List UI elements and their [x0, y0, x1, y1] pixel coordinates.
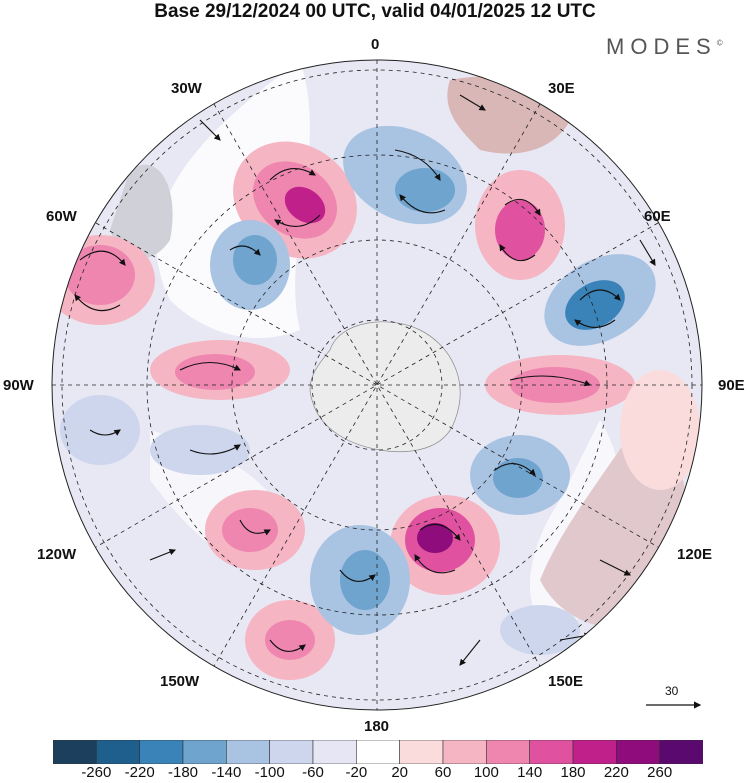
- map-border: [51, 59, 703, 711]
- wind-arrows: [74, 94, 656, 666]
- reference-vector-label: 30: [665, 684, 679, 698]
- colorbar-swatch: [182, 740, 227, 764]
- lon-label-120w: 120W: [37, 546, 77, 563]
- map-title: Base 29/12/2024 00 UTC, valid 04/01/2025…: [154, 1, 596, 22]
- lon-label-90w: 90W: [3, 377, 34, 394]
- positive-anomaly: [417, 523, 453, 553]
- colorbar-tick-label: -60: [302, 764, 324, 781]
- colorbar-tick-label: 20: [391, 764, 408, 781]
- colorbar-swatch: [442, 740, 487, 764]
- brand-mark: ©: [716, 38, 723, 48]
- positive-anomaly: [620, 370, 700, 490]
- positive-anomaly: [175, 354, 255, 390]
- antarctica-land: [309, 321, 461, 453]
- colorbar-swatch: [399, 740, 444, 764]
- graticule: [52, 60, 702, 710]
- positive-anomaly: [284, 186, 326, 224]
- negative-anomaly: [233, 235, 277, 285]
- positive-anomaly: [265, 620, 315, 660]
- colorbar-swatch: [356, 740, 400, 764]
- lon-label-30w: 30W: [171, 80, 202, 97]
- positive-anomaly: [495, 200, 545, 260]
- colorbar-swatch: [529, 740, 574, 764]
- colorbar-swatch: [139, 740, 184, 764]
- colorbar-tick-label: -220: [124, 764, 155, 781]
- brand-logo: MODES©: [606, 34, 723, 60]
- negative-anomaly: [395, 168, 455, 212]
- positive-anomaly: [222, 508, 278, 552]
- colorbar-swatch: [572, 740, 617, 764]
- colorbar-swatch: [269, 740, 314, 764]
- colorbar-tick-label: 220: [603, 764, 629, 781]
- colorbar-tick-label: 100: [473, 764, 499, 781]
- colorbar-tick-label: -100: [254, 764, 285, 781]
- lon-label-120e: 120E: [677, 546, 713, 563]
- colorbar-tick-label: -260: [81, 764, 112, 781]
- lon-label-30e: 30E: [548, 80, 575, 97]
- colorbar-tick-label: -180: [167, 764, 199, 781]
- negative-anomaly: [60, 395, 140, 465]
- polar-map: [51, 59, 703, 711]
- negative-anomaly: [500, 605, 580, 655]
- colorbar-tick-label: 260: [647, 764, 673, 781]
- colorbar-swatch: [96, 740, 140, 764]
- lon-label-60w: 60W: [46, 208, 77, 225]
- brand-text: MODES: [606, 34, 717, 59]
- colorbar-tick-label: -20: [345, 764, 368, 781]
- positive-anomaly: [510, 367, 600, 403]
- lon-label-150w: 150W: [160, 673, 200, 690]
- lon-label-60e: 60E: [644, 208, 671, 225]
- colorbar-tick-label: -140: [211, 764, 242, 781]
- lon-label-150e: 150E: [548, 673, 584, 690]
- colorbar-swatch: [486, 740, 530, 764]
- colorbar: [53, 740, 703, 764]
- colorbar-tick-label: 140: [517, 764, 543, 781]
- colorbar-tick-label: 60: [434, 764, 452, 781]
- south-america-land: [110, 164, 173, 259]
- negative-anomaly: [493, 458, 543, 498]
- colorbar-swatch: [53, 740, 97, 764]
- lon-label-90e: 90E: [718, 377, 745, 394]
- colorbar-swatch: [226, 740, 270, 764]
- negative-anomaly: [150, 425, 250, 475]
- colorbar-swatch: [616, 740, 660, 764]
- lon-label-0: 0: [371, 36, 380, 53]
- positive-anomaly: [65, 245, 135, 305]
- colorbar-swatch: [659, 740, 703, 764]
- colorbar-tick-label: 180: [560, 764, 586, 781]
- colorbar-swatch: [312, 740, 357, 764]
- lon-label-180: 180: [364, 718, 390, 735]
